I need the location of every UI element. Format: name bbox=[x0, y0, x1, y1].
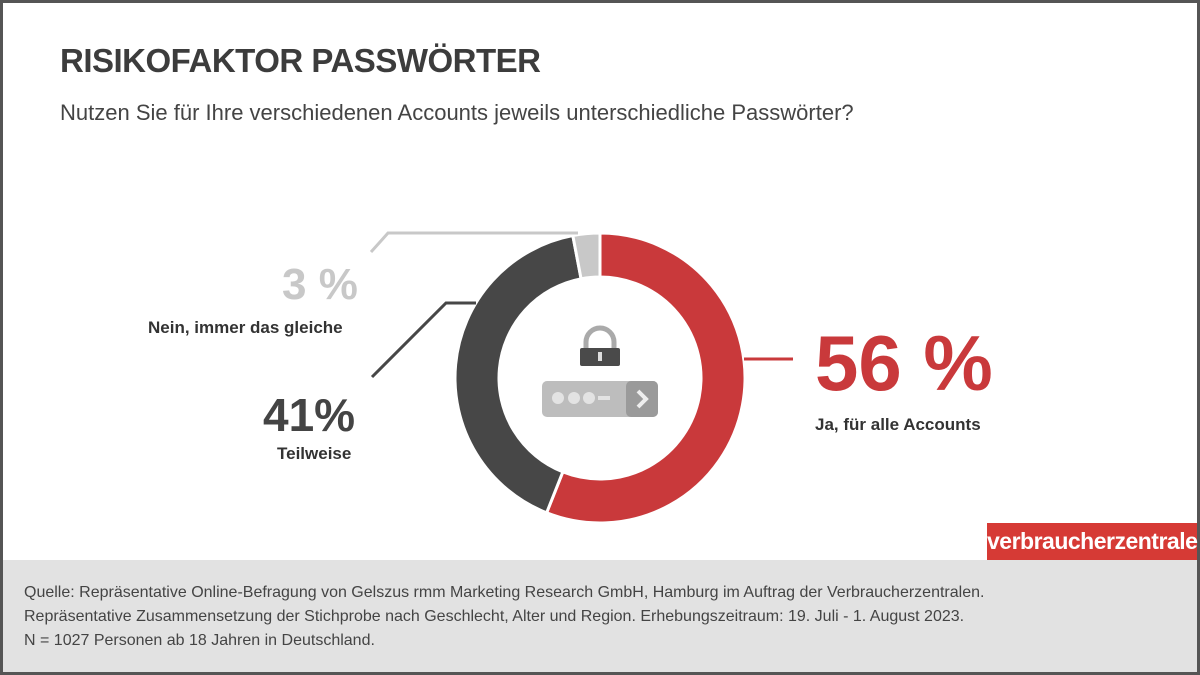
footer-line: Quelle: Repräsentative Online-Befragung … bbox=[24, 584, 985, 601]
donut-slice-1 bbox=[453, 233, 583, 515]
label-teilweise: Teilweise bbox=[277, 444, 352, 463]
leader-line-teilweise bbox=[370, 301, 476, 379]
footer-line: Repräsentative Zusammensetzung der Stich… bbox=[24, 608, 965, 625]
label-nein: Nein, immer das gleiche bbox=[148, 318, 343, 337]
chart-subtitle: Nutzen Sie für Ihre verschiedenen Accoun… bbox=[60, 100, 854, 125]
donut-slice-0 bbox=[544, 231, 747, 525]
label-ja: Ja, für alle Accounts bbox=[815, 415, 981, 434]
label-pct-nein: 3 % bbox=[282, 260, 358, 309]
source-footer: Quelle: Repräsentative Online-Befragung … bbox=[3, 560, 1197, 672]
footer-line: N = 1027 Personen ab 18 Jahren in Deutsc… bbox=[24, 632, 375, 649]
verbraucherzentrale-logo: verbraucherzentrale bbox=[987, 523, 1198, 560]
label-pct-teilweise: 41% bbox=[263, 389, 356, 441]
leader-line-nein bbox=[369, 231, 578, 254]
lock-icon bbox=[580, 325, 620, 366]
password-field-icon bbox=[542, 381, 658, 417]
donut-slice-2 bbox=[571, 231, 602, 281]
chart-title: RISIKOFAKTOR PASSWÖRTER bbox=[60, 42, 541, 79]
label-pct-ja: 56 % bbox=[815, 319, 993, 407]
